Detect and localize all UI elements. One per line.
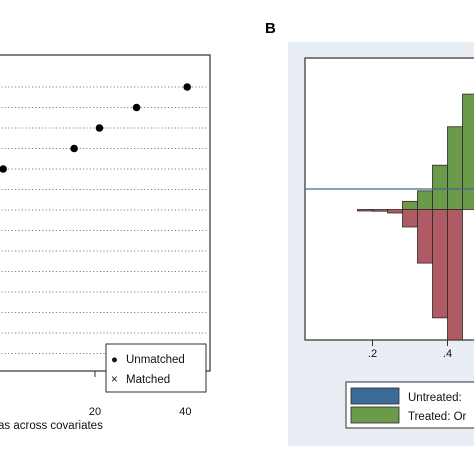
legend-label-unmatched: Unmatched bbox=[126, 354, 185, 366]
point-unmatched bbox=[0, 165, 7, 173]
legend-label-untreated: Untreated: bbox=[408, 392, 462, 404]
legend-marker-unmatched: ● bbox=[111, 354, 118, 366]
legend-swatch-untreated bbox=[350, 387, 400, 405]
bar-untreated bbox=[417, 209, 433, 264]
x-tick-label: .4 bbox=[443, 348, 452, 360]
point-unmatched bbox=[70, 144, 78, 153]
panel-a-plot-area bbox=[0, 54, 211, 372]
panel-a-points bbox=[0, 83, 191, 173]
panel-a-legend-box bbox=[105, 343, 207, 393]
legend-marker-matched: × bbox=[111, 374, 118, 386]
panel-b-letter: B bbox=[265, 20, 276, 37]
legend-label-matched: Matched bbox=[126, 374, 170, 386]
panel-b-legend: Untreated: Treated: Or bbox=[345, 381, 474, 429]
bar-treated bbox=[432, 164, 448, 210]
bar-treated bbox=[462, 93, 474, 210]
bar-untreated bbox=[372, 209, 388, 212]
bar-untreated bbox=[432, 209, 448, 319]
x-tick-label: 20 bbox=[89, 406, 101, 418]
point-unmatched bbox=[95, 124, 104, 132]
panel-b: B .2 .4 Untreated: Treated: Or bbox=[265, 20, 474, 446]
panel-a: 20 40 as across covariates ● Unmatched × … bbox=[0, 54, 211, 432]
panel-a-x-axis: 20 40 bbox=[89, 371, 192, 418]
bar-untreated bbox=[402, 209, 418, 228]
bar-untreated bbox=[357, 209, 373, 212]
legend-label-treated: Treated: Or bbox=[408, 411, 467, 423]
bar-treated bbox=[402, 200, 418, 210]
bar-untreated bbox=[387, 209, 403, 214]
x-tick-label: 40 bbox=[179, 406, 191, 418]
panel-a-legend: ● Unmatched × Matched bbox=[105, 343, 207, 393]
panel-a-x-axis-title: as across covariates bbox=[0, 420, 103, 432]
point-unmatched bbox=[132, 103, 141, 112]
x-tick-label: .2 bbox=[368, 348, 377, 360]
bar-treated bbox=[417, 190, 433, 210]
bar-untreated bbox=[447, 209, 463, 341]
panel-a-gridlines bbox=[0, 86, 208, 354]
panel-b-x-axis: .2 .4 bbox=[368, 340, 452, 360]
legend-swatch-treated bbox=[350, 406, 400, 424]
point-unmatched bbox=[183, 83, 191, 91]
bar-treated bbox=[447, 126, 463, 210]
